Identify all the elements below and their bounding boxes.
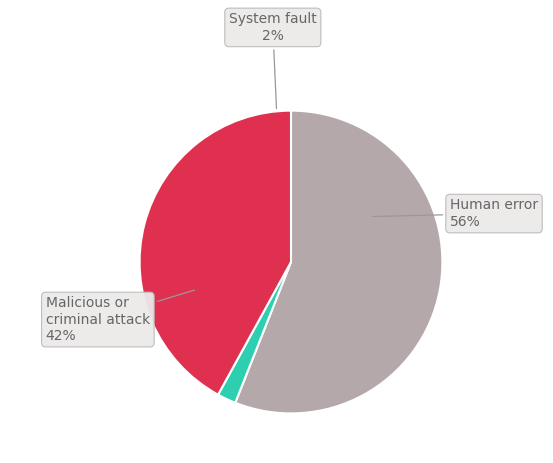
- Wedge shape: [139, 111, 291, 394]
- Wedge shape: [235, 111, 442, 413]
- Wedge shape: [218, 262, 291, 403]
- Text: System fault
2%: System fault 2%: [229, 13, 317, 109]
- Text: Human error
56%: Human error 56%: [373, 199, 538, 229]
- Text: Malicious or
criminal attack
42%: Malicious or criminal attack 42%: [46, 290, 195, 343]
